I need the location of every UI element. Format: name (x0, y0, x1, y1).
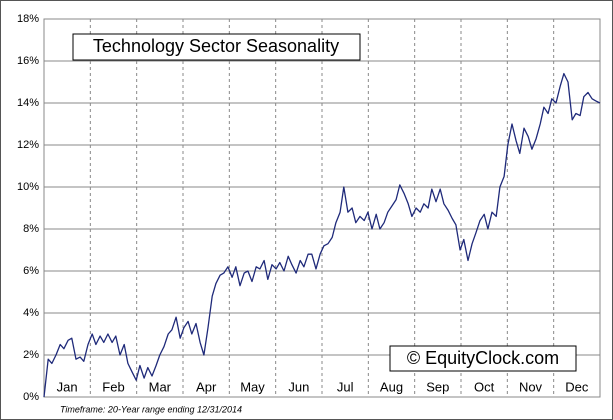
labels: 0% 2% 4% 6% 8% 10% 12% 14% 16% 18% Jan Feb Mar Apr May… (17, 13, 589, 403)
x-tick-label: Sep (426, 379, 449, 394)
y-tick-label: 0% (23, 391, 39, 403)
y-tick-label: 16% (17, 55, 39, 67)
watermark-box (389, 345, 577, 372)
y-tick-label: 10% (17, 181, 39, 193)
plot (43, 72, 601, 398)
y-tick-label: 2% (23, 349, 39, 361)
x-tick-label: Feb (102, 379, 124, 394)
x-tick-label: Nov (519, 379, 543, 394)
x-tick-label: Jan (57, 379, 78, 394)
x-tick-label: Jun (288, 379, 309, 394)
y-tick-label: 18% (17, 13, 39, 25)
x-tick-label: Oct (474, 379, 495, 394)
y-tick-label: 14% (17, 97, 39, 109)
watermark: © EquityClock.com (407, 348, 559, 368)
y-tick-label: 8% (23, 223, 39, 235)
y-tick-label: 4% (23, 307, 39, 319)
x-tick-label: Mar (149, 379, 172, 394)
footnote: Timeframe: 20-Year range ending 12/31/20… (60, 404, 242, 414)
x-tick-label: Aug (380, 379, 403, 394)
x-tick-label: Apr (196, 379, 217, 394)
data-line (43, 72, 601, 398)
x-tick-label: Jul (337, 379, 354, 394)
plot-border (43, 18, 601, 398)
y-tick-label: 6% (23, 265, 39, 277)
y-tick-label: 12% (17, 139, 39, 151)
title-box (72, 33, 361, 61)
x-tick-label: May (240, 379, 265, 394)
x-tick-label: Dec (565, 379, 589, 394)
chart-title: Technology Sector Seasonality (93, 36, 339, 56)
